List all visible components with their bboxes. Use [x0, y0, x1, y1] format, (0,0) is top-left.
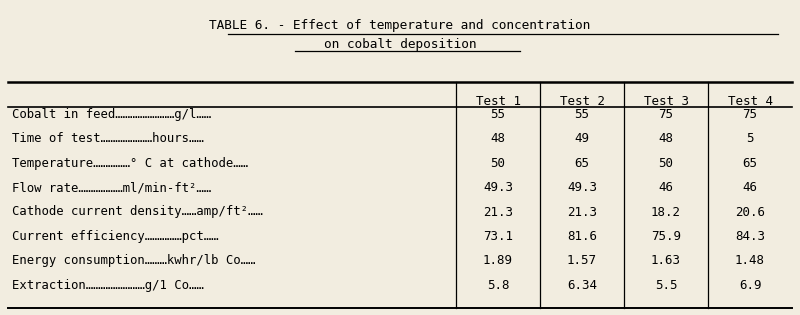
Text: Temperature……………° C at cathode……: Temperature……………° C at cathode…… — [12, 157, 248, 170]
Text: 50: 50 — [490, 157, 506, 170]
Text: 20.6: 20.6 — [735, 205, 765, 219]
Text: 1.63: 1.63 — [651, 254, 681, 267]
Text: 6.9: 6.9 — [738, 279, 762, 292]
Text: 1.48: 1.48 — [735, 254, 765, 267]
Text: 49.3: 49.3 — [483, 181, 513, 194]
Text: 55: 55 — [574, 108, 590, 121]
Text: 65: 65 — [742, 157, 758, 170]
Text: 48: 48 — [490, 132, 506, 146]
Text: TABLE 6. - Effect of temperature and concentration: TABLE 6. - Effect of temperature and con… — [210, 19, 590, 32]
Text: Cathode current density……amp/ft²……: Cathode current density……amp/ft²…… — [12, 205, 262, 219]
Text: 5.8: 5.8 — [486, 279, 510, 292]
Text: 1.89: 1.89 — [483, 254, 513, 267]
Text: Extraction……………………g/1 Co……: Extraction……………………g/1 Co…… — [12, 279, 204, 292]
Text: 21.3: 21.3 — [483, 205, 513, 219]
Text: Test 2: Test 2 — [559, 95, 605, 108]
Text: on cobalt deposition: on cobalt deposition — [324, 38, 476, 51]
Text: 5.5: 5.5 — [654, 279, 678, 292]
Text: 55: 55 — [490, 108, 506, 121]
Text: 18.2: 18.2 — [651, 205, 681, 219]
Text: 81.6: 81.6 — [567, 230, 597, 243]
Text: 49: 49 — [574, 132, 590, 146]
Text: 65: 65 — [574, 157, 590, 170]
Text: 73.1: 73.1 — [483, 230, 513, 243]
Text: Test 4: Test 4 — [727, 95, 773, 108]
Text: 75.9: 75.9 — [651, 230, 681, 243]
Text: Energy consumption………kwhr/lb Co……: Energy consumption………kwhr/lb Co…… — [12, 254, 255, 267]
Text: 1.57: 1.57 — [567, 254, 597, 267]
Text: Test 1: Test 1 — [475, 95, 521, 108]
Text: 21.3: 21.3 — [567, 205, 597, 219]
Text: 84.3: 84.3 — [735, 230, 765, 243]
Text: 48: 48 — [658, 132, 674, 146]
Text: 49.3: 49.3 — [567, 181, 597, 194]
Text: 75: 75 — [658, 108, 674, 121]
Text: 75: 75 — [742, 108, 758, 121]
Text: Test 3: Test 3 — [643, 95, 689, 108]
Text: 46: 46 — [742, 181, 758, 194]
Text: Current efficiency……………pct……: Current efficiency……………pct…… — [12, 230, 218, 243]
Text: Cobalt in feed……………………g/l……: Cobalt in feed……………………g/l…… — [12, 108, 211, 121]
Text: 5: 5 — [746, 132, 754, 146]
Text: Time of test…………………hours……: Time of test…………………hours…… — [12, 132, 204, 146]
Text: 46: 46 — [658, 181, 674, 194]
Text: 6.34: 6.34 — [567, 279, 597, 292]
Text: 50: 50 — [658, 157, 674, 170]
Text: Flow rate………………ml/min-ft²……: Flow rate………………ml/min-ft²…… — [12, 181, 211, 194]
